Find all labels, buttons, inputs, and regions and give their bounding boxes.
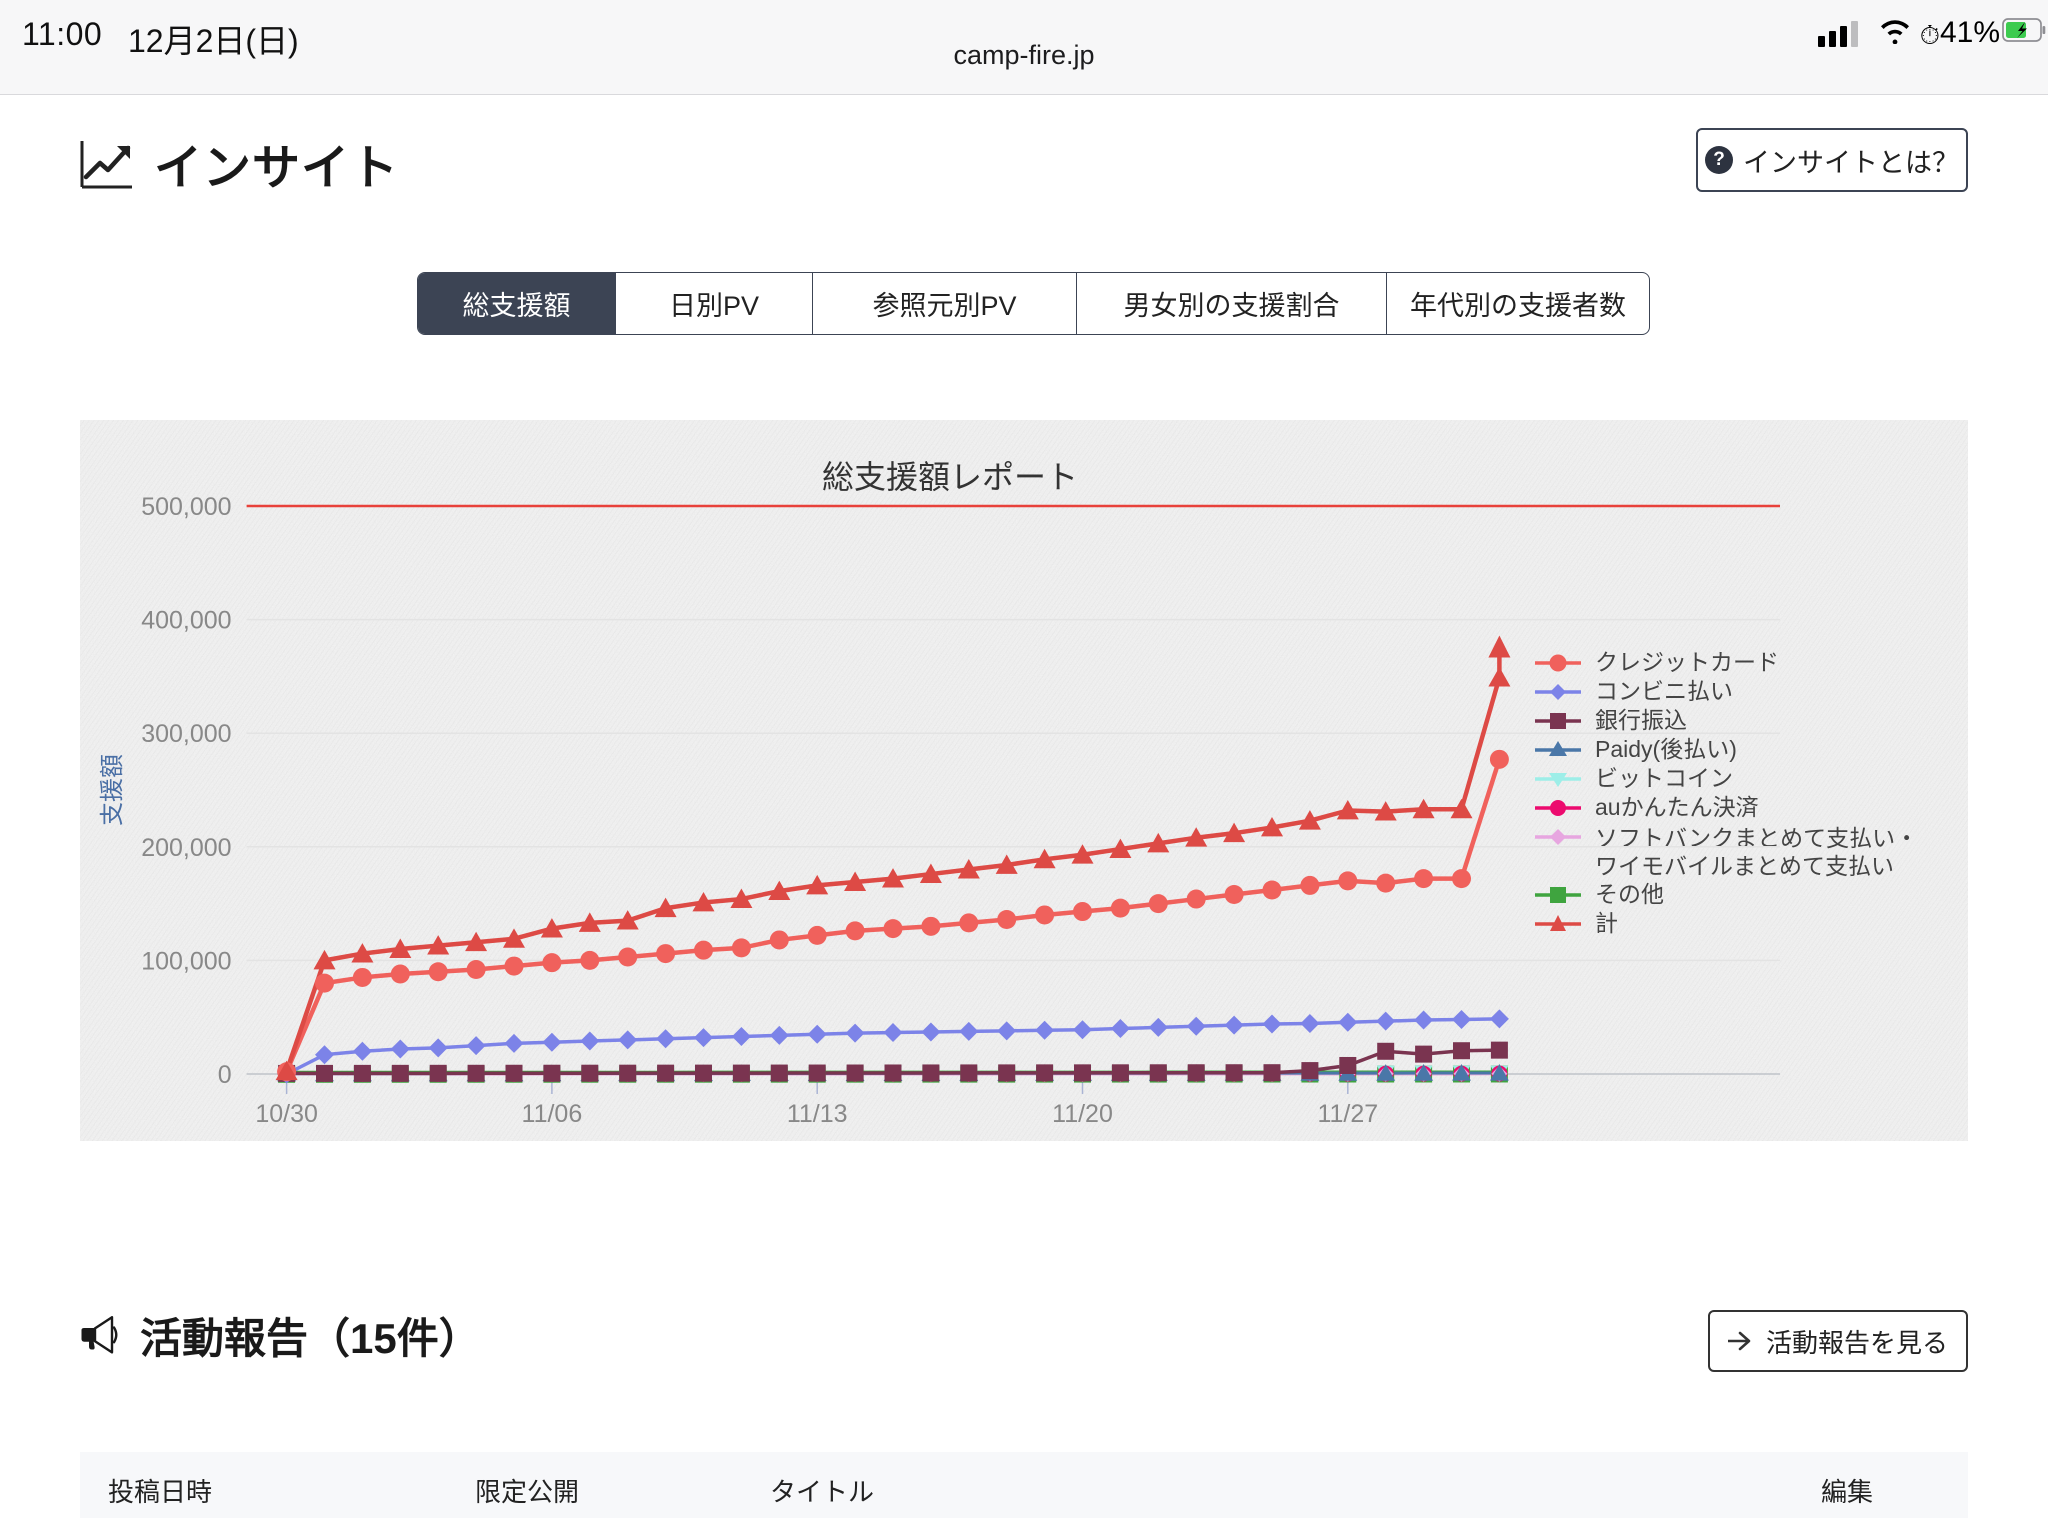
svg-text:11/13: 11/13 <box>787 1100 848 1128</box>
svg-text:11/06: 11/06 <box>522 1100 583 1128</box>
svg-text:400,000: 400,000 <box>141 607 231 635</box>
svg-text:11/20: 11/20 <box>1052 1100 1113 1128</box>
svg-text:支援額: 支援額 <box>99 754 126 826</box>
svg-text:総支援額レポート: 総支援額レポート <box>822 459 1078 495</box>
svg-text:0: 0 <box>218 1061 232 1089</box>
svg-text:300,000: 300,000 <box>141 720 231 748</box>
svg-text:11/27: 11/27 <box>1317 1100 1378 1128</box>
svg-text:500,000: 500,000 <box>141 493 231 521</box>
svg-text:10/30: 10/30 <box>255 1100 318 1128</box>
svg-text:200,000: 200,000 <box>141 834 231 862</box>
svg-text:100,000: 100,000 <box>141 947 231 975</box>
